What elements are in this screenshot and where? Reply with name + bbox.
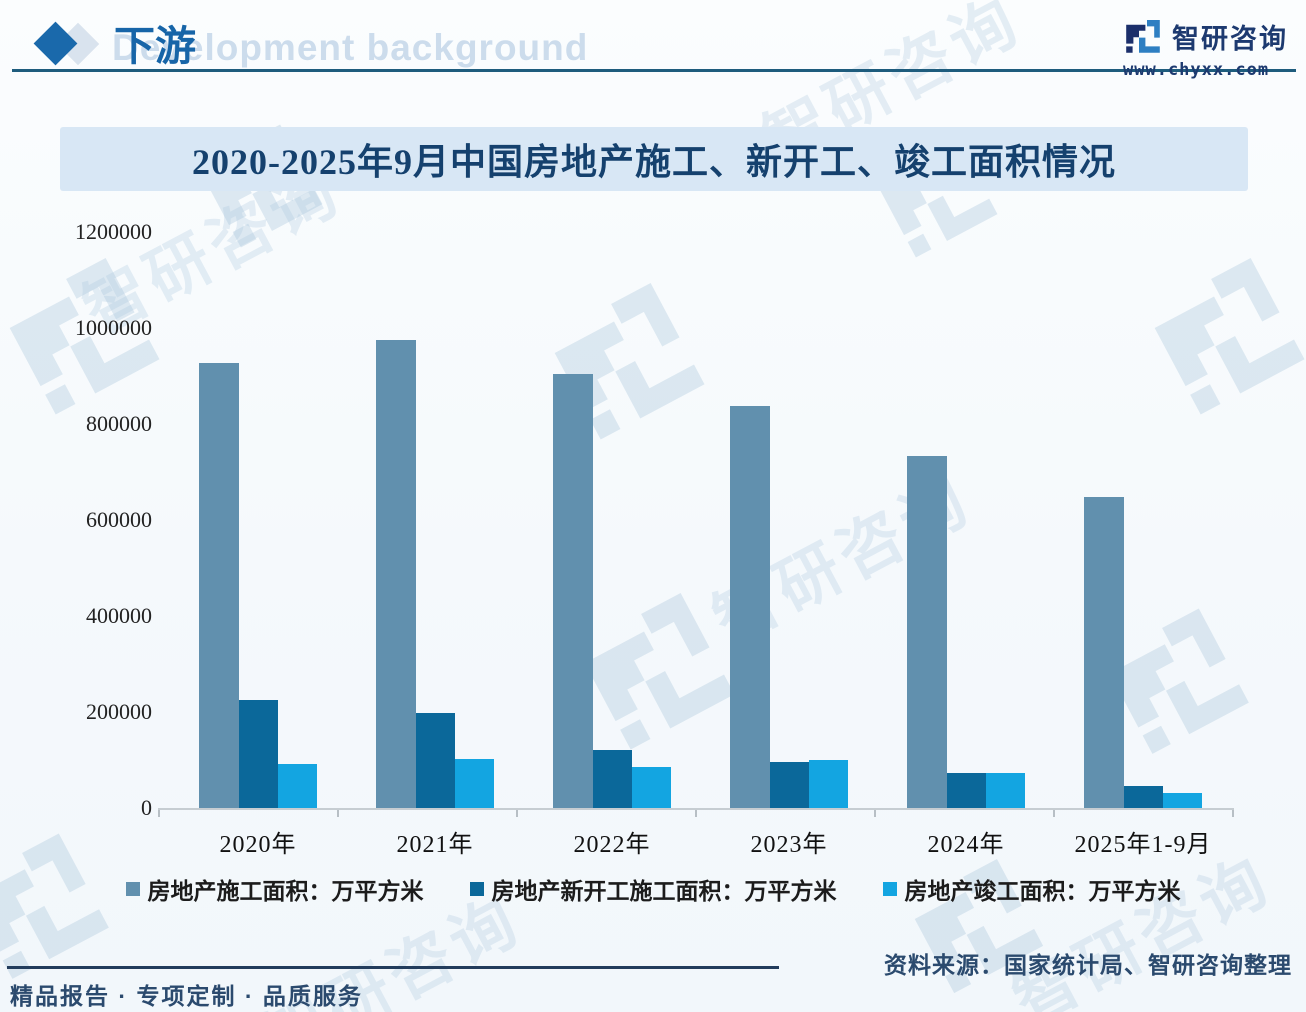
chart-title-banner: 2020-2025年9月中国房地产施工、新开工、竣工面积情况 (60, 127, 1248, 191)
brand-block: 智研咨询 www.chyxx.com (1123, 16, 1288, 80)
bar-jungong-2022年 (632, 767, 671, 808)
x-axis-label: 2021年 (396, 832, 474, 858)
x-axis-tick (337, 810, 339, 817)
x-axis-label: 2020年 (219, 832, 297, 858)
x-axis-tick (874, 810, 876, 817)
brand-name: 智研咨询 (1172, 23, 1288, 54)
chart-title: 2020-2025年9月中国房地产施工、新开工、竣工面积情况 (192, 142, 1116, 182)
brand-url: www.chyxx.com (1123, 60, 1270, 80)
x-axis-tick (1232, 810, 1234, 817)
bar-xinkaigong-2025年1-9月 (1124, 786, 1163, 808)
bar-shigong-2024年 (907, 456, 947, 808)
footer-tagline: 精品报告 · 专项定制 · 品质服务 (10, 983, 363, 1009)
chart-legend: 房地产施工面积：万平方米 房地产新开工施工面积：万平方米 房地产竣工面积：万平方… (0, 872, 1306, 906)
zhiyan-logo-icon (1123, 16, 1163, 56)
bar-shigong-2025年1-9月 (1084, 497, 1124, 808)
legend-label: 房地产新开工施工面积：万平方米 (491, 878, 837, 904)
header-watermark-text: Development background (112, 27, 589, 68)
legend-item-shigong: 房地产施工面积：万平方米 (125, 872, 424, 906)
bar-jungong-2021年 (455, 759, 494, 808)
y-axis-label: 800000 (86, 411, 152, 436)
bar-xinkaigong-2021年 (416, 713, 455, 808)
x-axis-tick (158, 810, 160, 817)
x-axis-tick (516, 810, 518, 817)
legend-swatch-shigong (125, 882, 140, 896)
page-title: 下游 (114, 23, 196, 69)
bar-jungong-2024年 (986, 773, 1025, 808)
bar-xinkaigong-2022年 (593, 750, 632, 808)
y-axis-label: 0 (141, 795, 152, 820)
x-axis-label: 2024年 (927, 832, 1005, 858)
x-axis-label: 2023年 (750, 832, 828, 858)
bar-shigong-2020年 (199, 363, 239, 808)
y-axis-label: 1200000 (75, 219, 152, 244)
x-axis-label: 2025年1-9月 (1074, 832, 1212, 858)
data-source-note: 资料来源：国家统计局、智研咨询整理 (884, 952, 1292, 978)
bar-xinkaigong-2020年 (239, 700, 278, 808)
legend-swatch-jungong (882, 882, 897, 896)
bar-shigong-2023年 (730, 406, 770, 808)
plot-area: 2020年 2021年 2022年 2023年 2024年 2025年1-9月 (158, 232, 1234, 858)
x-axis-tick (695, 810, 697, 817)
legend-swatch-xinkaigong (469, 882, 484, 896)
bar-xinkaigong-2023年 (770, 762, 809, 808)
footer-divider (7, 966, 779, 969)
legend-item-xinkaigong: 房地产新开工施工面积：万平方米 (469, 872, 837, 906)
header-divider (12, 69, 1296, 72)
bar-shigong-2021年 (376, 340, 416, 808)
x-axis-label: 2022年 (573, 832, 651, 858)
y-axis-label: 1000000 (75, 315, 152, 340)
x-axis-tick (1053, 810, 1055, 817)
bar-jungong-2025年1-9月 (1163, 793, 1202, 808)
bar-xinkaigong-2024年 (947, 773, 986, 808)
bar-jungong-2020年 (278, 764, 317, 808)
legend-label: 房地产竣工面积：万平方米 (904, 878, 1181, 904)
y-axis-label: 400000 (86, 603, 152, 628)
legend-item-jungong: 房地产竣工面积：万平方米 (882, 872, 1181, 906)
legend-label: 房地产施工面积：万平方米 (147, 878, 424, 904)
y-axis-label: 600000 (86, 507, 152, 532)
watermark-logo-icon (894, 844, 1056, 1006)
bar-shigong-2022年 (553, 374, 593, 808)
y-axis-label: 200000 (86, 699, 152, 724)
bar-jungong-2023年 (809, 760, 848, 808)
